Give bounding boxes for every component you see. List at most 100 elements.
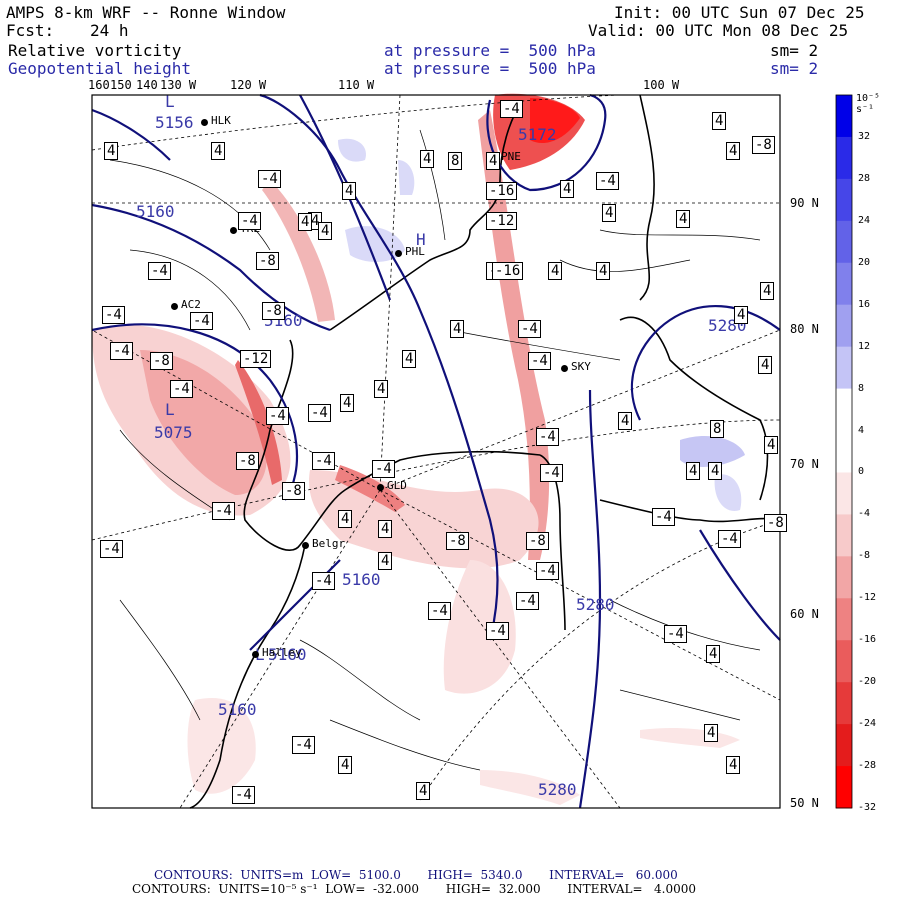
vorticity-contour-label: -4 [292,736,315,754]
station-marker [395,250,402,257]
colorbar-label: -24 [858,718,877,730]
gph-contour-info: CONTOURS: UNITS=m LOW= 5100.0 HIGH= 5340… [154,868,678,882]
vorticity-contour-label: 4 [338,756,353,774]
colorbar-label: -28 [858,760,877,772]
field2-level: at pressure = 500 hPa [384,59,596,78]
vorticity-contour-label: 4 [706,645,721,663]
vorticity-contour-label: 4 [450,320,465,338]
vorticity-contour-label: 4 [618,412,633,430]
field2-name: Geopotential height [8,59,192,78]
vorticity-contour-label: -4 [486,622,509,640]
vorticity-contour-label: -4 [516,592,539,610]
colorbar-cell [836,262,852,306]
station-marker [201,119,208,126]
forecast-hour: 24 h [90,21,129,40]
map-frame [91,94,781,809]
vorticity-contour-label: -8 [764,514,787,532]
vorticity-contour-label: 4 [342,182,357,200]
station-marker [561,365,568,372]
vorticity-contour-label: -8 [446,532,469,550]
lon-label: 160 [88,78,110,92]
vorticity-contour-label: -4 [258,170,281,188]
init-time: Init: 00 UTC Sun 07 Dec 25 [614,3,865,22]
vorticity-contour-label: 4 [760,282,775,300]
vorticity-contour-label: -4 [212,502,235,520]
colorbar-label: 8 [858,382,865,394]
colorbar-label: 20 [858,256,871,268]
station-label: HLK [211,114,231,127]
field1-smoothing: sm= 2 [770,41,819,60]
colorbar-cell [836,724,852,767]
vorticity-contour-label: 4 [726,142,741,160]
vorticity-contour-label: 4 [378,552,393,570]
vorticity-contour-label: 4 [726,756,741,774]
lat-label: 50 N [790,796,819,810]
vorticity-contour-label: 4 [211,142,226,160]
vorticity-contour-label: 4 [602,204,617,222]
vorticity-contour-label: -8 [526,532,549,550]
gph-label: 5160 [136,202,175,221]
vorticity-contour-info: CONTOURS: UNITS=10⁻⁵ s⁻¹ LOW= -32.000 HI… [132,882,696,896]
forecast-label: Fcst: [6,21,55,40]
lat-label: 70 N [790,457,819,471]
vorticity-contour-label: 4 [708,462,723,480]
station-marker [377,484,384,491]
vorticity-contour-label: -4 [540,464,563,482]
vorticity-contour-label: -4 [100,540,123,558]
lon-label: 120 W [230,78,267,92]
vorticity-contour-label: 4 [712,112,727,130]
vorticity-contour-label: -4 [518,320,541,338]
vorticity-contour-label: -4 [372,460,395,478]
station-label: Belgr [312,537,346,550]
vorticity-contour-label: -12 [240,350,272,368]
valid-time: Valid: 00 UTC Mon 08 Dec 25 [588,21,849,40]
lat-label: 90 N [790,196,819,210]
lon-label: 100 W [643,78,680,92]
colorbar-label: 12 [858,340,871,352]
station-marker [171,303,178,310]
model-title: AMPS 8-km WRF -- Ronne Window [6,3,286,22]
colorbar-label: 16 [858,298,871,310]
vorticity-contour-label: -4 [500,100,523,118]
vorticity-contour-label: -4 [170,380,193,398]
vorticity-contours [109,129,761,771]
vorticity-contour-label: -4 [232,786,255,804]
gph-label: 5280 [538,780,577,799]
vorticity-contour-label: -4 [238,212,261,230]
colorbar-label: 0 [858,466,865,478]
gph-label: 5160 [268,645,307,664]
colorbar-frame [835,94,853,809]
vorticity-contour-label: 4 [374,380,389,398]
vorticity-contour-label: 4 [318,222,333,240]
colorbar-cell [836,220,852,264]
colorbar-cell [836,304,852,348]
station-marker [302,542,309,549]
vorticity-contour-label: -4 [596,172,619,190]
vorticity-contour-label: -8 [236,452,259,470]
vorticity-contour-label: 4 [416,782,431,800]
vorticity-contour-label: -8 [752,136,775,154]
vorticity-contour-label: 4 [378,520,393,538]
vorticity-contour-label: 4 [104,142,119,160]
station-label: SKY [571,360,591,373]
vorticity-contour-label: 4 [338,510,353,528]
vorticity-contour-label: -4 [190,312,213,330]
colorbar-label: -8 [858,550,871,562]
vorticity-contour-label: 4 [686,462,701,480]
colorbar-cell [836,472,852,515]
colorbar-cell [836,598,852,641]
colorbar-label: 4 [858,424,865,436]
station-label: AC2 [181,298,201,311]
lon-label: 130 W [160,78,197,92]
vorticity-contour-label: -4 [718,530,741,548]
vorticity-contour-label: -16 [492,262,524,280]
station-label: PNE [501,150,521,163]
vorticity-contour-label: -4 [536,428,559,446]
vorticity-contour-label: -4 [652,508,675,526]
vorticity-contour-label: -16 [486,182,518,200]
vorticity-contour-label: -8 [256,252,279,270]
vorticity-contour-label: -4 [528,352,551,370]
vorticity-contour-label: -12 [486,212,518,230]
lat-label: 60 N [790,607,819,621]
low-marker: L [165,92,175,111]
